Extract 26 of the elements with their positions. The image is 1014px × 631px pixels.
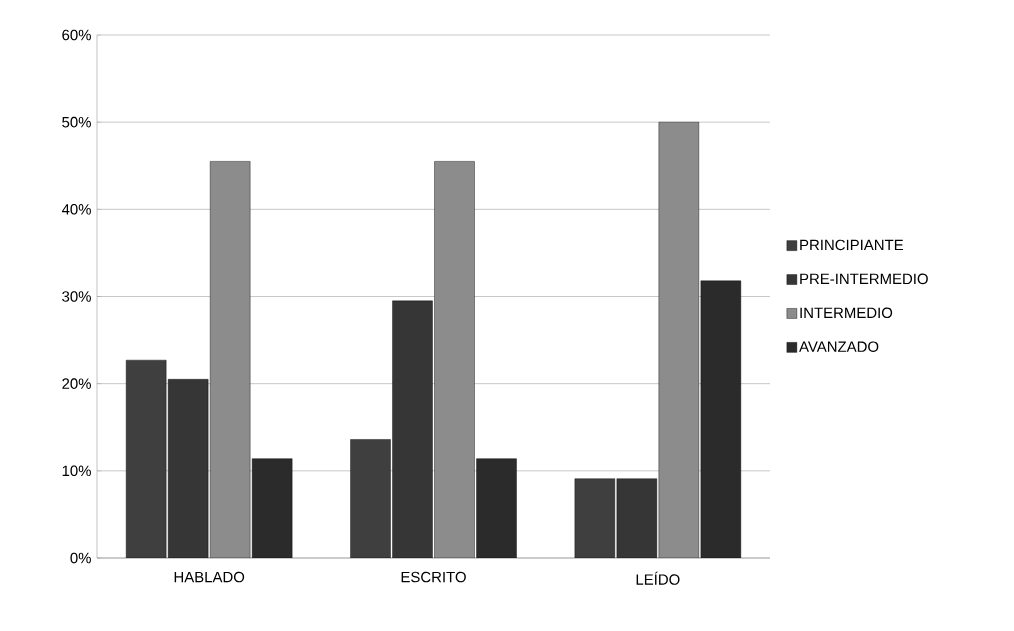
bar [392, 300, 433, 558]
bar [125, 359, 167, 558]
legend-label: INTERMEDIO [800, 307, 893, 319]
bar [350, 439, 391, 558]
bar [700, 280, 742, 558]
y-tick-label: 30% [62, 291, 91, 302]
y-tick-label: 10% [62, 465, 91, 477]
bar [251, 458, 293, 558]
legend-label: PRINCIPIANTE [800, 239, 904, 251]
legend-label: PRE-INTERMEDIO [800, 273, 928, 285]
x-tick-label: ESCRITO [401, 571, 466, 583]
bar [658, 121, 700, 558]
y-tick-label: 20% [62, 378, 91, 389]
y-tick-label: 50% [62, 116, 91, 128]
bar [616, 478, 658, 558]
bar [476, 458, 517, 558]
bar [209, 161, 251, 558]
y-tick-label: 60% [62, 29, 91, 41]
y-tick-label: 0% [70, 552, 91, 564]
legend-label: AVANZADO [799, 341, 879, 352]
bar [167, 379, 209, 558]
x-tick-label: LEÍDO [636, 571, 680, 585]
y-tick-label: 40% [61, 204, 91, 215]
bar [574, 478, 616, 558]
x-tick-label: HABLADO [174, 571, 245, 583]
bar [434, 161, 475, 558]
